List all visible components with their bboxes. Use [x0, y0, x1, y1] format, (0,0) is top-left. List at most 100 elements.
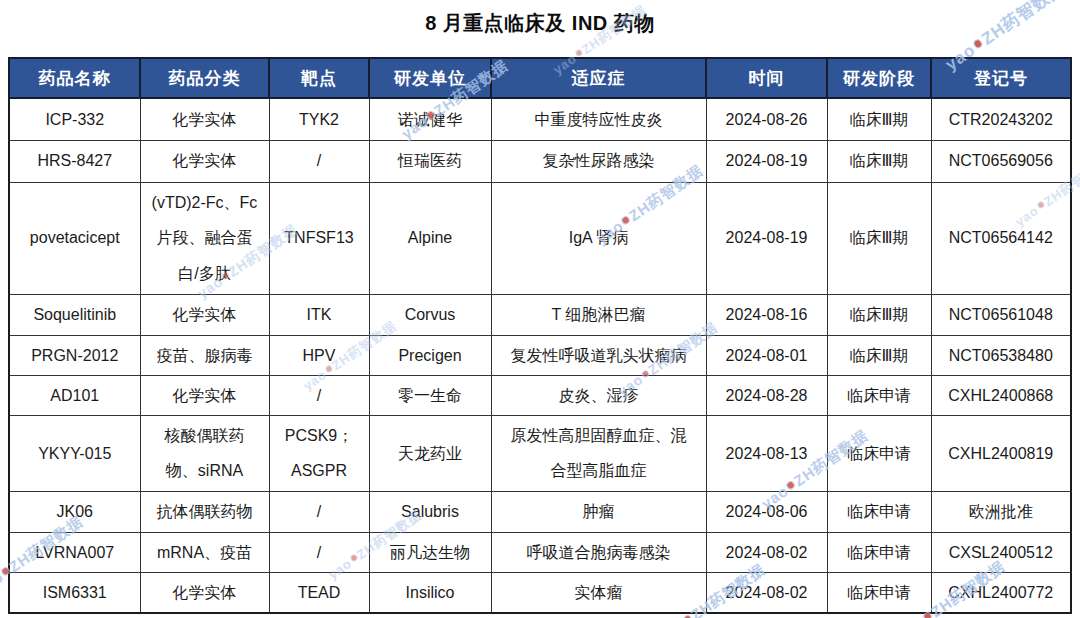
page: 8 月重点临床及 IND 药物 药品名称药品分类靶点研发单位适应症时间研发阶段登… [0, 0, 1080, 618]
table-cell: 临床Ⅲ期 [827, 335, 931, 375]
table-cell: CXHL2400772 [931, 573, 1071, 614]
table-cell: 诺诚健华 [369, 98, 491, 140]
table-cell: 2024-08-16 [706, 294, 827, 335]
table-cell: 化学实体 [140, 140, 269, 182]
watermark-dot-icon [972, 38, 984, 50]
table-row: Soquelitinib化学实体ITKCorvusT 细胞淋巴瘤2024-08-… [9, 294, 1071, 335]
table-cell: 化学实体 [140, 375, 269, 415]
table-cell: 2024-08-02 [706, 573, 827, 614]
table-cell: / [269, 532, 369, 572]
table-cell: 抗体偶联药物 [140, 491, 269, 532]
table-cell: NCT06561048 [931, 294, 1071, 335]
table-cell: 2024-08-13 [706, 415, 827, 491]
table-cell: ITK [269, 294, 369, 335]
header-cell: 靶点 [269, 58, 369, 98]
table-cell: 中重度特应性皮炎 [491, 98, 706, 140]
table-cell: NCT06569056 [931, 140, 1071, 182]
table-cell: 实体瘤 [491, 573, 706, 614]
page-title: 8 月重点临床及 IND 药物 [0, 10, 1080, 37]
table-cell: ISM6331 [9, 573, 140, 614]
table-cell: / [269, 140, 369, 182]
table-cell: YKYY-015 [9, 415, 140, 491]
table-cell: Salubris [369, 491, 491, 532]
table-cell: 临床申请 [827, 375, 931, 415]
table-cell: T 细胞淋巴瘤 [491, 294, 706, 335]
table-cell: 2024-08-01 [706, 335, 827, 375]
table-cell: CXHL2400868 [931, 375, 1071, 415]
header-cell: 药品名称 [9, 58, 140, 98]
table-row: povetacicept(vTD)2-Fc、Fc 片段、融合蛋 白/多肽TNFS… [9, 182, 1071, 294]
table-cell: 化学实体 [140, 98, 269, 140]
table-row: JK06抗体偶联药物/Salubris肿瘤2024-08-06临床申请欧洲批准 [9, 491, 1071, 532]
table-cell: HRS-8427 [9, 140, 140, 182]
table-cell: mRNA、疫苗 [140, 532, 269, 572]
table-cell: Corvus [369, 294, 491, 335]
table-cell: 临床申请 [827, 532, 931, 572]
table-cell: 临床申请 [827, 491, 931, 532]
table-cell: 2024-08-06 [706, 491, 827, 532]
table-cell: (vTD)2-Fc、Fc 片段、融合蛋 白/多肽 [140, 182, 269, 294]
table-cell: NCT06538480 [931, 335, 1071, 375]
header-cell: 研发单位 [369, 58, 491, 98]
table-cell: Soquelitinib [9, 294, 140, 335]
table-row: LVRNA007mRNA、疫苗/丽凡达生物呼吸道合胞病毒感染2024-08-02… [9, 532, 1071, 572]
table-row: YKYY-015核酸偶联药 物、siRNAPCSK9； ASGPR天龙药业原发性… [9, 415, 1071, 491]
table-cell: PRGN-2012 [9, 335, 140, 375]
table-cell: Insilico [369, 573, 491, 614]
table-cell: TNFSF13 [269, 182, 369, 294]
table-cell: 临床Ⅲ期 [827, 140, 931, 182]
table-cell: 化学实体 [140, 573, 269, 614]
table-cell: CXHL2400819 [931, 415, 1071, 491]
table-cell: JK06 [9, 491, 140, 532]
table-cell: AD101 [9, 375, 140, 415]
table-cell: 皮炎、湿疹 [491, 375, 706, 415]
header-cell: 研发阶段 [827, 58, 931, 98]
table-cell: CTR20243202 [931, 98, 1071, 140]
table-cell: 恒瑞医药 [369, 140, 491, 182]
table-cell: Precigen [369, 335, 491, 375]
table-cell: / [269, 491, 369, 532]
table-cell: 化学实体 [140, 294, 269, 335]
table-cell: 2024-08-26 [706, 98, 827, 140]
table-cell: 2024-08-19 [706, 182, 827, 294]
table-cell: 呼吸道合胞病毒感染 [491, 532, 706, 572]
header-cell: 登记号 [931, 58, 1071, 98]
table-row: ICP-332化学实体TYK2诺诚健华中重度特应性皮炎2024-08-26临床Ⅲ… [9, 98, 1071, 140]
table-row: AD101化学实体/零一生命皮炎、湿疹2024-08-28临床申请CXHL240… [9, 375, 1071, 415]
table-cell: CXSL2400512 [931, 532, 1071, 572]
table-cell: 肿瘤 [491, 491, 706, 532]
table-row: ISM6331化学实体TEADInsilico实体瘤2024-08-02临床申请… [9, 573, 1071, 614]
table-cell: TEAD [269, 573, 369, 614]
table-cell: 天龙药业 [369, 415, 491, 491]
table-cell: PCSK9； ASGPR [269, 415, 369, 491]
header-cell: 药品分类 [140, 58, 269, 98]
table-cell: 复发性呼吸道乳头状瘤病 [491, 335, 706, 375]
drug-table: 药品名称药品分类靶点研发单位适应症时间研发阶段登记号ICP-332化学实体TYK… [8, 57, 1072, 614]
table-cell: TYK2 [269, 98, 369, 140]
header-row: 药品名称药品分类靶点研发单位适应症时间研发阶段登记号 [9, 58, 1071, 98]
table-cell: 复杂性尿路感染 [491, 140, 706, 182]
table-cell: 零一生命 [369, 375, 491, 415]
header-cell: 时间 [706, 58, 827, 98]
table-cell: 2024-08-28 [706, 375, 827, 415]
table-cell: 核酸偶联药 物、siRNA [140, 415, 269, 491]
table-cell: 临床申请 [827, 573, 931, 614]
table-cell: 临床Ⅲ期 [827, 294, 931, 335]
table-cell: HPV [269, 335, 369, 375]
table-cell: 原发性高胆固醇血症、混 合型高脂血症 [491, 415, 706, 491]
table-row: HRS-8427化学实体/恒瑞医药复杂性尿路感染2024-08-19临床Ⅲ期NC… [9, 140, 1071, 182]
table-row: PRGN-2012疫苗、腺病毒HPVPrecigen复发性呼吸道乳头状瘤病202… [9, 335, 1071, 375]
table-cell: 2024-08-19 [706, 140, 827, 182]
watermark-dot-icon [682, 614, 693, 618]
table-cell: 临床Ⅲ期 [827, 182, 931, 294]
table-cell: / [269, 375, 369, 415]
table-cell: 疫苗、腺病毒 [140, 335, 269, 375]
table-cell: povetacicept [9, 182, 140, 294]
table-cell: 临床申请 [827, 415, 931, 491]
header-cell: 适应症 [491, 58, 706, 98]
table-cell: Alpine [369, 182, 491, 294]
table-cell: 2024-08-02 [706, 532, 827, 572]
table-cell: 临床Ⅲ期 [827, 98, 931, 140]
table-cell: IgA 肾病 [491, 182, 706, 294]
table-cell: 丽凡达生物 [369, 532, 491, 572]
